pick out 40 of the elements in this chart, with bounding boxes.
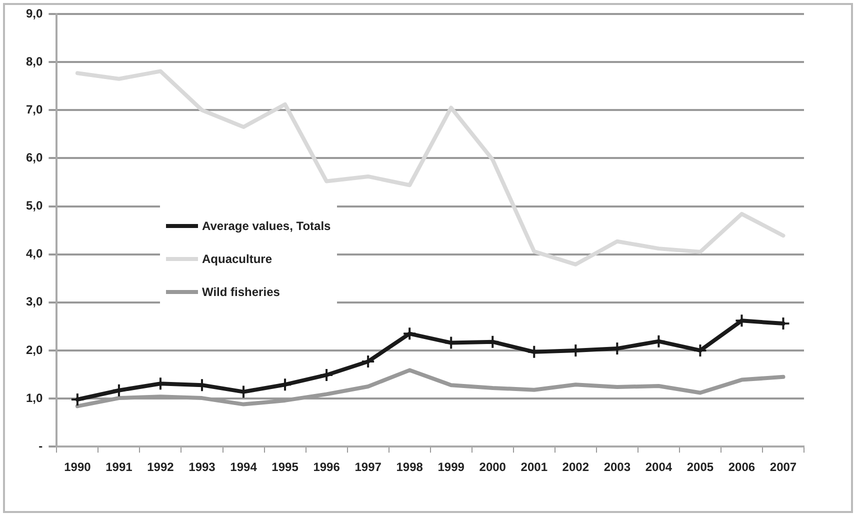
legend-label: Aquaculture <box>202 252 272 266</box>
y-tick-label: 5,0 <box>26 198 43 213</box>
x-tick-label: 2004 <box>645 460 672 474</box>
y-tick-label: 4,0 <box>26 246 43 261</box>
point <box>402 326 417 341</box>
y-tick-label: 2,0 <box>26 342 43 357</box>
y-tick-label: 6,0 <box>26 150 43 165</box>
legend-label: Wild fisheries <box>202 284 280 298</box>
y-tick-label: 1,0 <box>26 390 43 405</box>
y-tick-label: 3,0 <box>26 294 43 309</box>
x-tick-label: 1993 <box>188 460 216 474</box>
point <box>236 384 251 399</box>
x-tick-label: 2000 <box>479 460 506 474</box>
x-tick-label: 1994 <box>230 460 258 474</box>
x-tick-label: 1992 <box>147 460 174 474</box>
x-tick-label: 2006 <box>728 460 756 474</box>
point <box>693 343 708 358</box>
point <box>112 383 126 398</box>
y-tick-label: 9,0 <box>26 6 43 20</box>
x-tick-label: 1995 <box>272 460 299 474</box>
x-tick-label: 1991 <box>106 460 133 474</box>
y-tick-label: - <box>38 438 43 453</box>
x-tick-label: 2005 <box>686 460 714 474</box>
y-tick-label: 8,0 <box>26 54 43 68</box>
legend-label: Average values, Totals <box>202 218 331 232</box>
x-tick-label: 1998 <box>396 460 424 474</box>
point <box>278 378 292 392</box>
x-tick-label: 1999 <box>438 460 465 474</box>
x-tick-label: 2003 <box>604 460 631 474</box>
x-tick-label: 1996 <box>313 460 340 474</box>
point <box>361 354 376 369</box>
x-tick-label: 1997 <box>354 460 382 474</box>
point <box>70 392 84 406</box>
point <box>320 368 334 382</box>
x-tick-label: 2007 <box>770 460 797 474</box>
y-tick-label: 7,0 <box>26 102 43 116</box>
x-tick-label: 2002 <box>562 460 590 474</box>
x-tick-label: 1990 <box>64 460 92 474</box>
x-tick-label: 2001 <box>520 460 548 474</box>
point <box>652 334 666 348</box>
